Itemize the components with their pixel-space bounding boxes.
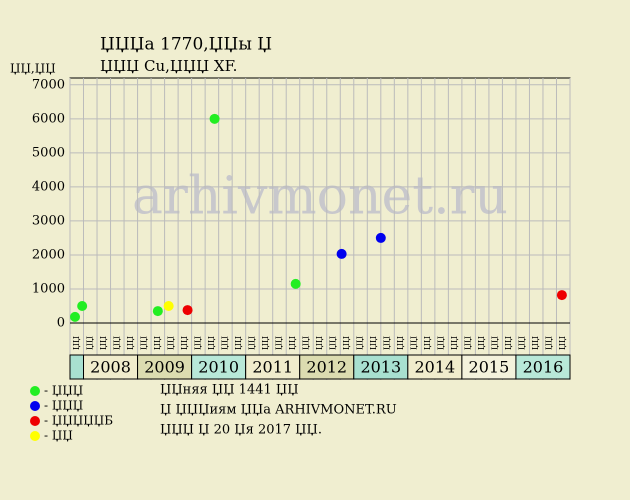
year-label: 2012	[306, 358, 347, 377]
quarter-label: ЏЏ	[315, 336, 324, 350]
year-label: 2011	[252, 358, 293, 377]
quarter-label: ЏЏ	[139, 336, 148, 350]
point	[77, 300, 88, 311]
year-cell	[461, 354, 517, 380]
point	[163, 300, 174, 311]
legend-marker	[30, 386, 40, 396]
year-cell	[515, 354, 571, 380]
y-tick-label: 1000	[32, 281, 65, 296]
year-label: 2014	[415, 358, 456, 377]
quarter-label: ЏЏ	[396, 336, 405, 350]
y-tick-label: 6000	[32, 111, 65, 126]
quarter-label: ЏЏ	[234, 336, 243, 350]
y-tick-label: 2000	[32, 247, 65, 262]
point	[290, 278, 301, 289]
note: ЏЏЏ Џ 20 Џя 2017 ЏЏ.	[160, 423, 322, 438]
quarter-label: ЏЏ	[261, 336, 270, 350]
y-tick-label: 4000	[32, 179, 65, 194]
legend-label: - ЏЏЏЏЏБ	[44, 414, 113, 428]
quarter-label: ЏЏ	[558, 336, 567, 350]
point	[182, 305, 193, 316]
quarter-label: ЏЏ	[288, 336, 297, 350]
year-cell	[191, 354, 247, 380]
year-label: 2008	[90, 358, 131, 377]
chart-title: ЏЏЏа 1770,ЏЏы Џ	[100, 35, 272, 55]
year-label: 2016	[523, 358, 564, 377]
watermark: arhivmonet.ru	[132, 167, 508, 227]
note: Џ ЏЏЏиям ЏЏа ARHIVMONET.RU	[160, 403, 397, 418]
quarter-label: ЏЏ	[356, 336, 365, 350]
year-label: 2010	[198, 358, 239, 377]
quarter-label: ЏЏ	[153, 336, 162, 350]
year-label: 2015	[469, 358, 510, 377]
point	[336, 248, 347, 259]
quarter-label: ЏЏ	[207, 336, 216, 350]
quarter-label: ЏЏ	[166, 336, 175, 350]
quarter-label: ЏЏ	[301, 336, 310, 350]
point	[556, 290, 567, 301]
year-label: 2013	[360, 358, 401, 377]
quarter-label: ЏЏ	[274, 336, 283, 350]
quarter-label: ЏЏ	[72, 336, 81, 350]
quarter-label: ЏЏ	[126, 336, 135, 350]
y-axis-label: ЏЏ,ЏЏ	[10, 62, 56, 76]
year-cell	[137, 354, 193, 380]
legend-label: - ЏЏЏ	[44, 399, 83, 413]
y-tick-label: 3000	[32, 213, 65, 228]
quarter-label: ЏЏ	[410, 336, 419, 350]
quarter-label: ЏЏ	[531, 336, 540, 350]
quarter-label: ЏЏ	[383, 336, 392, 350]
quarter-label: ЏЏ	[423, 336, 432, 350]
quarter-label: ЏЏ	[491, 336, 500, 350]
quarter-label: ЏЏ	[247, 336, 256, 350]
quarter-label: ЏЏ	[518, 336, 527, 350]
y-tick-label: 5000	[32, 145, 65, 160]
quarter-label: ЏЏ	[85, 336, 94, 350]
year-cell	[407, 354, 463, 380]
quarter-label: ЏЏ	[504, 336, 513, 350]
quarter-label: ЏЏ	[329, 336, 338, 350]
point	[375, 232, 386, 243]
legend-label: - ЏЏ	[44, 429, 73, 443]
quarter-label: ЏЏ	[112, 336, 121, 350]
quarter-label: ЏЏ	[99, 336, 108, 350]
quarter-label: ЏЏ	[180, 336, 189, 350]
year-cell	[299, 354, 355, 380]
year-label: 2009	[144, 358, 185, 377]
quarter-label: ЏЏ	[220, 336, 229, 350]
legend-marker	[30, 401, 40, 411]
quarter-label: ЏЏ	[464, 336, 473, 350]
year-cell	[353, 354, 409, 380]
year-cell	[83, 354, 139, 380]
point	[209, 113, 220, 124]
quarter-label: ЏЏ	[193, 336, 202, 350]
legend-marker	[30, 416, 40, 426]
note: ЏЏняя ЏЏ 1441 ЏЏ	[160, 383, 299, 398]
year-cell	[245, 354, 301, 380]
legend-marker	[30, 431, 40, 441]
chart-subtitle: ЏЏЏ Cu,ЏЏЏ XF.	[100, 57, 237, 75]
quarter-label: ЏЏ	[342, 336, 351, 350]
quarter-label: ЏЏ	[450, 336, 459, 350]
y-tick-label: 0	[57, 316, 65, 331]
y-tick-label: 7000	[32, 77, 65, 92]
quarter-label: ЏЏ	[437, 336, 446, 350]
quarter-label: ЏЏ	[477, 336, 486, 350]
year-cell	[69, 354, 85, 380]
point	[70, 311, 80, 322]
point	[152, 306, 163, 317]
quarter-label: ЏЏ	[369, 336, 378, 350]
legend-label: - ЏЏЏ	[44, 384, 83, 398]
quarter-label: ЏЏ	[545, 336, 554, 350]
